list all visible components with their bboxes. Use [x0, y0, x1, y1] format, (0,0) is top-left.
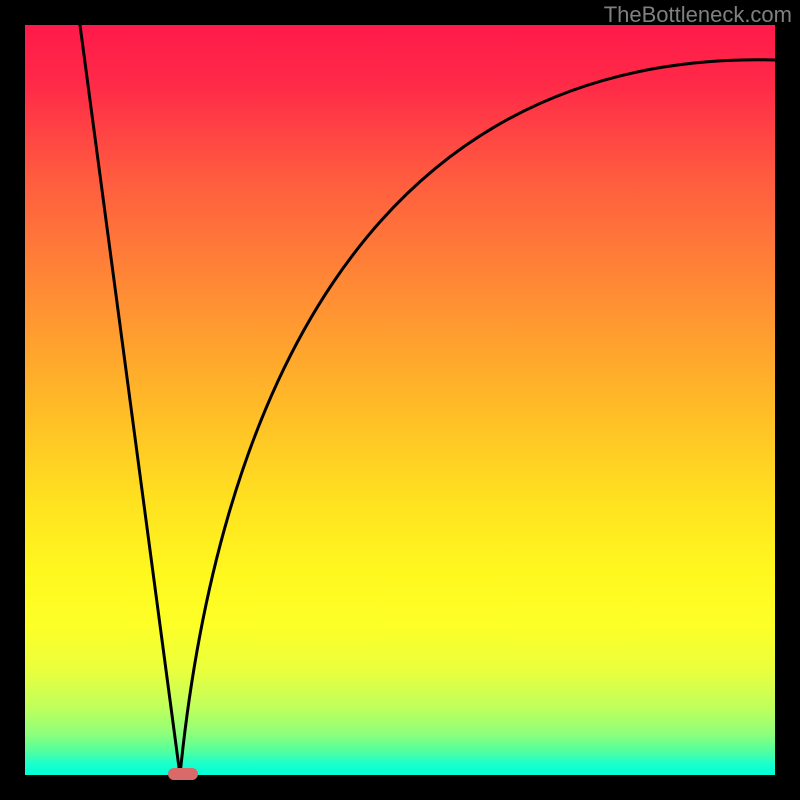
watermark-text: TheBottleneck.com: [604, 2, 792, 28]
plot-area: [25, 25, 775, 775]
optimal-marker: [168, 768, 198, 780]
chart-frame: TheBottleneck.com: [0, 0, 800, 800]
bottleneck-curve: [25, 25, 775, 775]
